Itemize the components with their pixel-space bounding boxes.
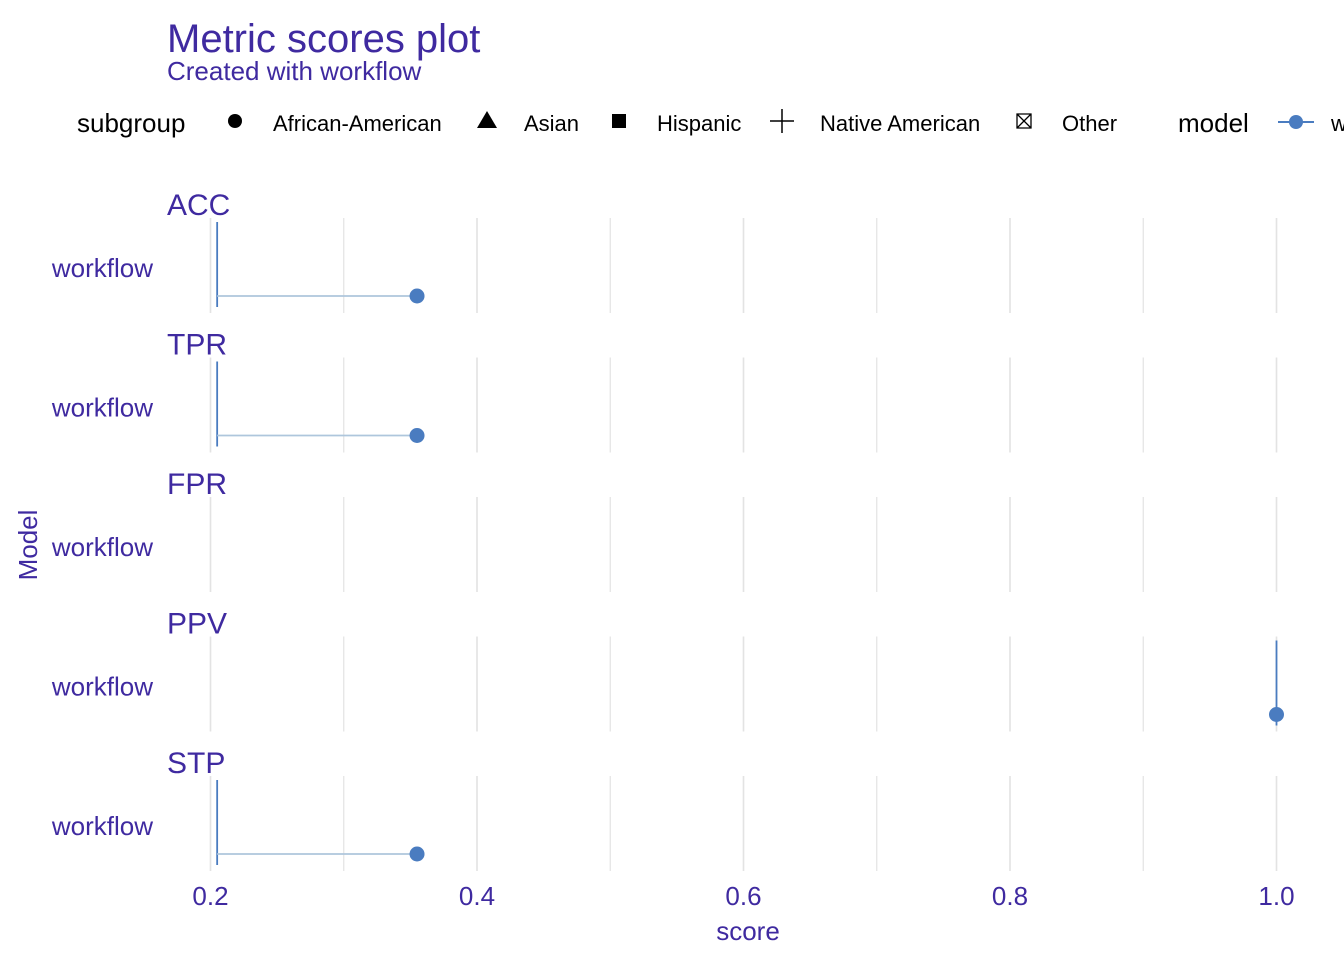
score-point: [409, 288, 425, 304]
x-tick-label: 1.0: [1258, 881, 1294, 911]
x-axis-ticks: 0.2 0.4 0.6 0.8 1.0: [192, 881, 1294, 911]
legend-item-asian: Asian: [477, 111, 579, 136]
facet-label: STP: [167, 747, 225, 780]
chart-subtitle: Created with workflow: [167, 56, 422, 86]
facet-label: PPV: [167, 608, 227, 641]
legend-label: African-American: [273, 111, 442, 136]
score-point: [1269, 707, 1284, 722]
facet-ppv: PPV workflow: [51, 608, 1284, 732]
facet-fpr: FPR workflow: [51, 468, 1278, 592]
legend-item-other: Other: [1016, 111, 1117, 136]
legend-symbol-boxed-x: [1016, 113, 1032, 129]
legend-label: Asian: [524, 111, 579, 136]
facet-label: TPR: [167, 329, 227, 362]
legend-label: Hispanic: [657, 111, 741, 136]
facet-stp: STP workflow: [51, 747, 1278, 871]
legend-symbol-square: [612, 114, 626, 128]
y-tick-label: workflow: [51, 532, 153, 562]
legend-label: Other: [1062, 111, 1117, 136]
legend-model-point: [1289, 115, 1303, 129]
x-axis-title: score: [716, 916, 780, 946]
x-tick-label: 0.2: [192, 881, 228, 911]
legend-symbol-triangle: [477, 111, 497, 128]
score-point: [409, 846, 425, 862]
facet-tpr: TPR workflow: [51, 329, 1278, 453]
x-tick-label: 0.8: [992, 881, 1028, 911]
legend: subgroup African-American Asian Hispanic Na…: [77, 108, 1344, 138]
facet-acc: ACC workflow: [51, 189, 1278, 313]
x-tick-label: 0.6: [725, 881, 761, 911]
legend-item-native-american: Native American: [770, 109, 980, 136]
legend-symbol-circle: [228, 114, 242, 128]
y-axis-title: Model: [13, 510, 43, 581]
facet-panels: ACC workflow TPR workflow FPR workflow PPV work…: [51, 189, 1284, 871]
legend-title-model: model: [1178, 108, 1249, 138]
score-point: [409, 428, 425, 443]
legend-item-hispanic: Hispanic: [612, 111, 741, 136]
chart-title: Metric scores plot: [167, 17, 480, 61]
legend-label: Native American: [820, 111, 980, 136]
y-tick-label: workflow: [51, 393, 153, 423]
legend-model-entry: w: [1278, 111, 1344, 136]
legend-model-label: w: [1330, 111, 1344, 136]
x-tick-label: 0.4: [459, 881, 495, 911]
y-tick-label: workflow: [51, 672, 153, 702]
legend-subgroup-entries: African-American Asian Hispanic Native Amer…: [228, 109, 1117, 136]
y-tick-label: workflow: [51, 811, 153, 841]
facet-label: ACC: [167, 189, 230, 222]
legend-symbol-plus: [770, 109, 794, 133]
legend-item-african-american: African-American: [228, 111, 442, 136]
y-tick-label: workflow: [51, 253, 153, 283]
legend-title-subgroup: subgroup: [77, 108, 185, 138]
facet-label: FPR: [167, 468, 227, 501]
